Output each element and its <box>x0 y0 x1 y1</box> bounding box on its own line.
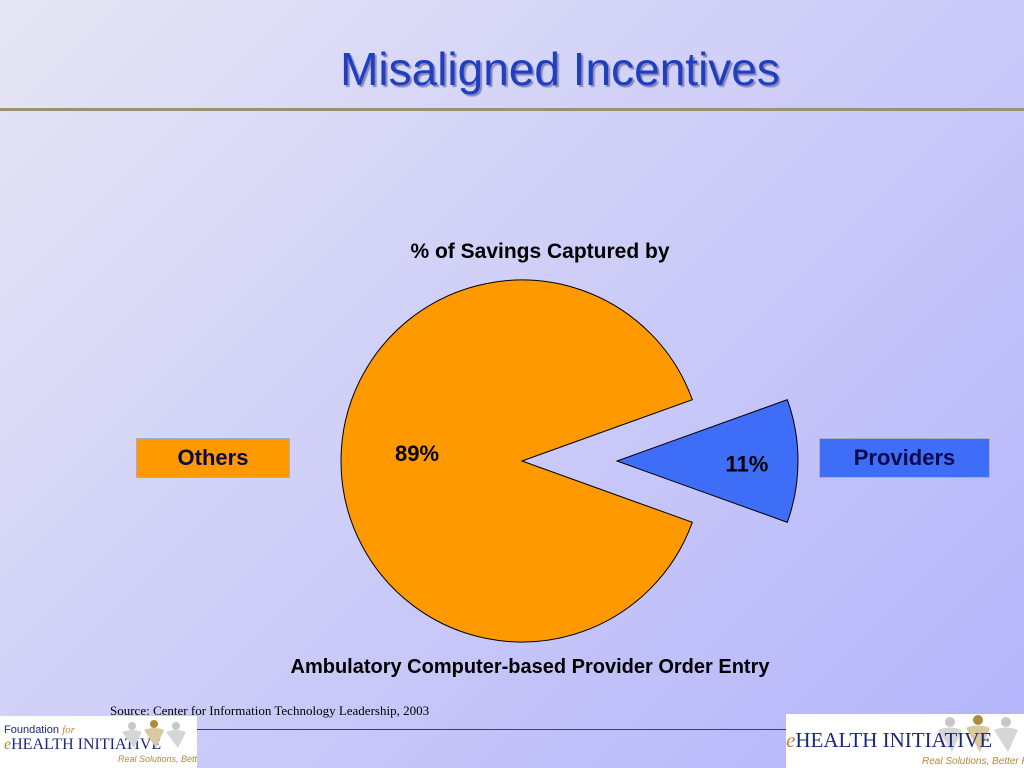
chart-subtitle: Ambulatory Computer-based Provider Order… <box>290 656 770 678</box>
people-figures-icon <box>938 715 1018 752</box>
title-divider <box>0 108 1024 111</box>
ehealth-initiative-logo: eHEALTH INITIATIVE Real Solutions, Bette… <box>786 714 1024 768</box>
legend-providers: Providers <box>819 438 990 478</box>
pie-label-providers: 11% <box>725 451 768 476</box>
logo-brand-text: eHEALTH INITIATIVE <box>4 736 162 753</box>
source-note: Source: Center for Information Technolog… <box>110 703 430 718</box>
logo-tagline: Real Solutions, Better Health <box>922 756 1024 767</box>
logo-foundation-text: Foundation for <box>4 724 75 736</box>
pie-label-others: 89% <box>395 441 439 466</box>
pie-slice-others <box>340 279 693 643</box>
pie-slice-providers <box>615 399 799 523</box>
footer-divider <box>196 729 786 730</box>
people-figures-icon <box>122 720 186 748</box>
logo-brand-text: eHEALTH INITIATIVE <box>786 728 993 752</box>
chart-title: % of Savings Captured by <box>410 240 670 263</box>
slide-title: Misaligned Incentives <box>340 43 780 95</box>
logo-tagline: Real Solutions, Better Health <box>118 754 197 764</box>
foundation-ehealth-logo: Foundation for eHEALTH INITIATIVE Real S… <box>0 716 197 768</box>
legend-others: Others <box>136 438 290 478</box>
